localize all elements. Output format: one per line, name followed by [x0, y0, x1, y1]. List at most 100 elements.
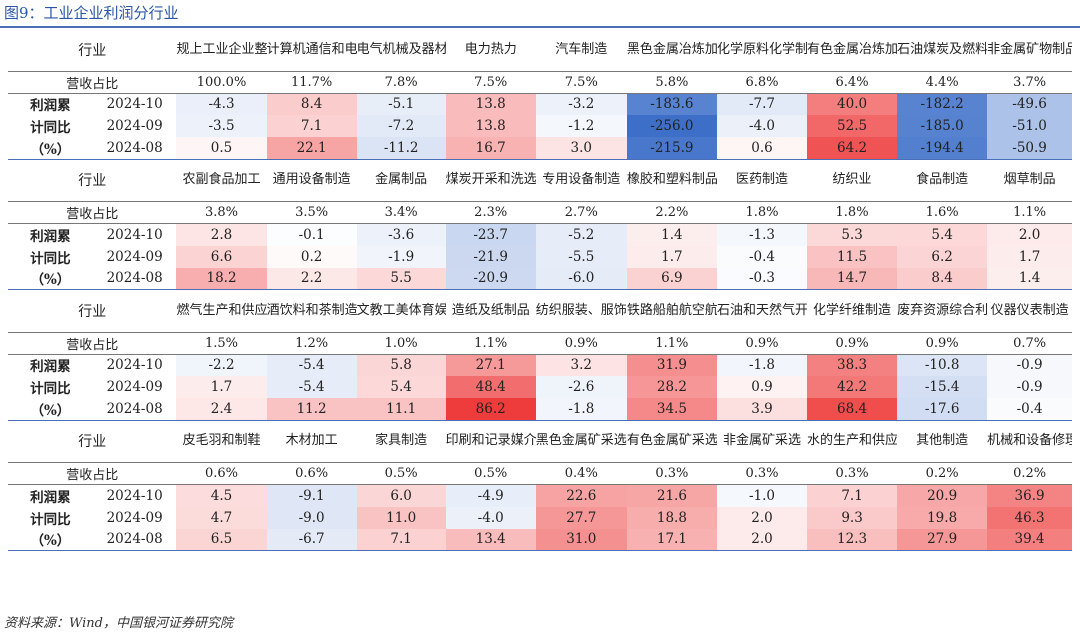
industry-name: 机械和设备修理	[987, 433, 1072, 449]
industry-label: 行业	[78, 434, 107, 451]
revenue-share-value: 0.9%	[897, 331, 988, 355]
industry-name: 石油煤炭及燃料加工	[897, 41, 988, 57]
industry-name: 规上工业企业整体	[176, 41, 267, 57]
profit-growth-row: 计同比 2024-09 6.6 0.2 -1.9 -21.9 -5.5 1.7 -0.4 11.5…	[8, 245, 1072, 268]
profit-growth-cell: 18.8	[626, 506, 717, 529]
industry-name: 印刷和记录媒介	[445, 433, 536, 449]
profit-growth-cell: 5.5	[356, 267, 446, 290]
row-group-label: （%）	[8, 398, 93, 421]
industry-name: 酒饮料和茶制造	[266, 302, 357, 318]
row-group-label: 利润累	[30, 359, 71, 376]
revenue-share-value: 0.3%	[807, 462, 898, 485]
profit-growth-cell: 19.8	[897, 506, 988, 529]
industry-name: 废弃资源综合利用	[897, 302, 988, 318]
profit-growth-cell: -6.0	[535, 267, 627, 290]
industry-name: 仪器仪表制造	[990, 302, 1069, 318]
revenue-share-value: 0.4%	[535, 462, 627, 485]
row-group-label: （%）	[8, 137, 93, 160]
profit-growth-cell: -5.2	[535, 223, 627, 246]
revenue-share-value: 0.6%	[266, 462, 357, 485]
revenue-share-value: 1.1%	[626, 331, 717, 355]
profit-growth-cell: 21.6	[626, 484, 717, 507]
revenue-share-value: 11.7%	[266, 70, 357, 94]
revenue-share-value: 0.5%	[445, 462, 536, 485]
profit-growth-cell: 27.1	[445, 354, 536, 376]
revenue-share-label: 营收占比	[8, 462, 177, 485]
profit-growth-cell: 8.4	[266, 93, 357, 115]
profit-growth-row: 利润累 2024-10 2.8 -0.1 -3.6 -23.7 -5.2 1.4 -1.3 5.3…	[8, 223, 1072, 246]
profit-growth-cell: -20.9	[445, 267, 536, 290]
profit-growth-cell: -0.4	[716, 245, 808, 268]
industry-label: 行业	[78, 173, 107, 190]
period-label: 2024-08	[92, 137, 177, 160]
revenue-share-value: 0.3%	[716, 462, 808, 485]
industry-block-1: 行业 规上工业企业整体计算机通信和电子设备电气机械及器材制造 电力热力 汽车制造 黑色金…	[8, 29, 1072, 160]
profit-growth-cell: 36.9	[987, 484, 1072, 507]
profit-growth-cell: -5.5	[535, 245, 627, 268]
profit-growth-cell: 5.3	[807, 223, 898, 246]
profit-growth-cell: -51.0	[987, 115, 1072, 137]
revenue-share-value: 1.1%	[445, 331, 536, 355]
industry-name: 纺织业	[832, 172, 872, 188]
industry-name: 铁路船舶航空航天	[626, 302, 717, 318]
industry-header-row: 行业 农副食品加工 通用设备制造 金属制品 煤炭开采和洗选 专用设备制造 橡胶和塑料制品 医药…	[8, 160, 1072, 202]
profit-growth-cell: 6.5	[176, 528, 267, 551]
industry-name: 农副食品加工	[182, 172, 261, 188]
revenue-share-value: 4.4%	[897, 70, 988, 94]
revenue-share-value: 1.8%	[807, 201, 898, 224]
profit-growth-cell: 0.2	[266, 245, 357, 268]
profit-growth-cell: 27.9	[897, 528, 988, 551]
profit-growth-cell: 0.5	[176, 137, 267, 160]
profit-growth-cell: -9.1	[266, 484, 357, 507]
profit-growth-cell: -1.0	[716, 484, 808, 507]
industry-name: 有色金属矿采选	[626, 433, 717, 449]
revenue-share-value: 7.8%	[356, 70, 446, 94]
profit-growth-cell: -17.6	[897, 398, 988, 421]
industry-name: 黑色金属冶炼加工	[626, 41, 717, 57]
profit-growth-cell: 7.1	[356, 528, 446, 551]
profit-growth-row: 利润累 2024-10 -4.3 8.4 -5.1 13.8 -3.2 -183.6 -7.7 4…	[8, 93, 1072, 115]
period-label: 2024-10	[106, 226, 163, 243]
revenue-share-row: 营收占比 0.6% 0.6% 0.5% 0.5% 0.4% 0.3% 0.3% 0.3% 0.2%…	[8, 462, 1072, 485]
profit-growth-cell: -4.0	[445, 506, 536, 529]
row-group-label: 利润累	[30, 228, 71, 245]
profit-growth-cell: -183.6	[626, 93, 717, 115]
profit-growth-cell: -185.0	[897, 115, 988, 137]
profit-growth-cell: 22.1	[266, 137, 357, 160]
profit-growth-cell: 11.2	[266, 398, 357, 421]
revenue-share-value: 6.8%	[716, 70, 808, 94]
revenue-share-row: 营收占比 3.8% 3.5% 3.4% 2.3% 2.7% 2.2% 1.8% 1.8% 1.6%…	[8, 201, 1072, 224]
revenue-share-label: 营收占比	[8, 70, 177, 94]
profit-growth-cell: 16.7	[445, 137, 536, 160]
profit-growth-cell: 7.1	[266, 115, 357, 137]
industry-name: 计算机通信和电子设备	[266, 41, 357, 57]
profit-growth-cell: -0.1	[266, 223, 357, 246]
profit-growth-cell: -215.9	[626, 137, 717, 160]
profit-growth-row: （%） 2024-08 0.5 22.1 -11.2 16.7 3.0 -215.9 0.6 64…	[8, 137, 1072, 160]
profit-growth-cell: 5.4	[356, 376, 446, 398]
revenue-share-value: 0.9%	[535, 331, 627, 355]
period-label: 2024-09	[106, 379, 163, 395]
profit-growth-cell: -49.6	[987, 93, 1072, 115]
industry-label: 行业	[78, 42, 107, 59]
profit-growth-cell: 3.2	[535, 354, 627, 376]
profit-growth-cell: 6.9	[626, 267, 717, 290]
profit-growth-cell: 13.8	[445, 115, 536, 137]
profit-growth-cell: -11.2	[356, 137, 446, 160]
industry-name: 燃气生产和供应	[176, 302, 267, 318]
profit-growth-cell: 34.5	[626, 398, 717, 421]
profit-growth-cell: -182.2	[897, 93, 988, 115]
profit-growth-cell: 1.7	[987, 245, 1072, 268]
profit-growth-cell: -1.8	[535, 398, 627, 421]
revenue-share-value: 3.7%	[987, 70, 1072, 94]
profit-growth-cell: -6.7	[266, 528, 357, 551]
revenue-share-value: 5.8%	[626, 70, 717, 94]
profit-growth-row: 计同比 2024-09 4.7 -9.0 11.0 -4.0 27.7 18.8 2.0 9.3 1…	[8, 506, 1072, 529]
period-label: 2024-10	[106, 487, 163, 504]
profit-growth-cell: 6.2	[897, 245, 988, 268]
industry-name: 食品制造	[916, 172, 969, 188]
profit-growth-cell: -256.0	[626, 115, 717, 137]
industry-label: 行业	[78, 303, 107, 320]
revenue-share-label: 营收占比	[8, 331, 177, 355]
industry-header-row: 行业 皮毛羽和制鞋 木材加工 家具制造 印刷和记录媒介 黑色金属矿采选 有色金属矿采选 非金属…	[8, 421, 1072, 463]
